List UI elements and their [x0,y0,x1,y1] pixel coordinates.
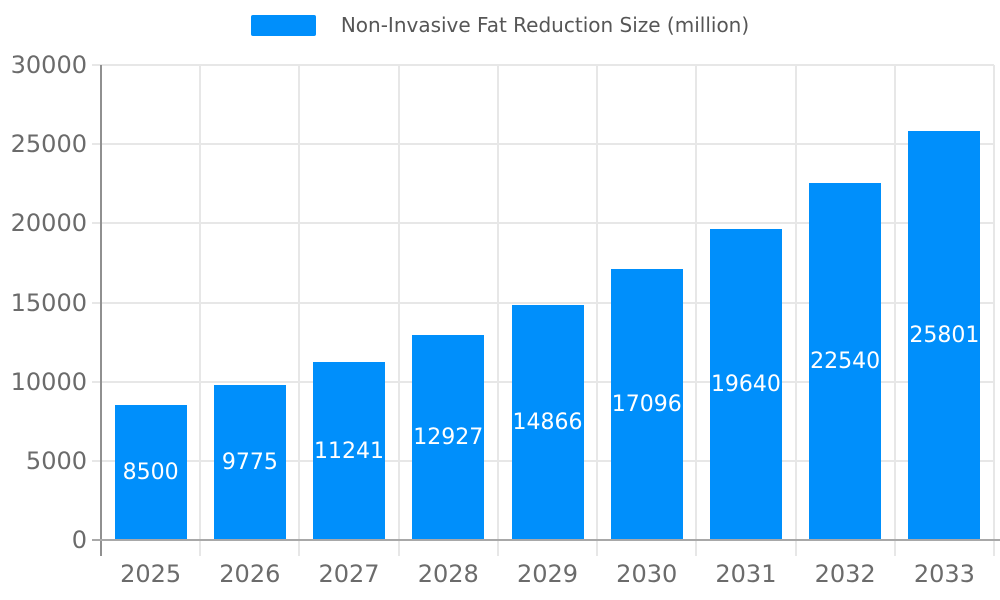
bar-2028[interactable]: 12927 [412,335,485,540]
bar-value-label: 9775 [221,450,278,476]
y-axis-tick-label: 25000 [10,130,87,159]
bar-value-label: 14866 [512,409,583,435]
bar-value-label: 19640 [710,372,781,398]
bar-2033[interactable]: 25801 [908,131,981,540]
gridline-vertical [298,65,301,556]
x-axis-tick-label: 2032 [814,560,876,588]
bar-2026[interactable]: 9775 [213,385,286,540]
gridline-horizontal [92,301,994,304]
y-axis-tick-label: 15000 [10,288,87,317]
gridline-horizontal [92,143,994,146]
bar-2029[interactable]: 14866 [511,304,584,540]
y-axis-tick-label: 30000 [10,51,87,79]
x-axis-tick-label: 2030 [616,560,678,588]
bar-value-label: 8500 [122,460,179,486]
legend-label: Non-Invasive Fat Reduction Size (million… [340,13,750,37]
bar-value-label: 11241 [314,438,385,464]
bar-value-label: 22540 [810,349,881,375]
gridline-horizontal [92,64,994,66]
bar-2031[interactable]: 19640 [709,229,782,540]
x-axis-tick-label: 2031 [715,560,777,588]
y-axis-tick-label: 0 [71,526,87,554]
plot-area: 0 5000 10000 15000 20000 25000 30000 8500 2025 97… [11,51,1000,588]
bar-2025[interactable]: 8500 [114,405,187,540]
legend-item[interactable]: Non-Invasive Fat Reduction Size (million… [0,0,1000,50]
bar-value-label: 17096 [611,392,682,418]
x-axis-tick-label: 2027 [318,560,380,588]
gridline-vertical [893,65,896,556]
x-axis-tick-label: 2026 [219,560,281,588]
gridline-vertical [496,65,499,556]
gridline-vertical [794,65,797,556]
y-axis-tick-label: 10000 [10,367,87,396]
bar-value-label: 12927 [413,425,484,451]
x-axis-tick-label: 2029 [516,560,579,588]
gridline-horizontal [92,222,994,225]
x-axis-tick-label: 2033 [913,560,975,588]
bar-2027[interactable]: 11241 [313,362,386,540]
x-axis-tick-label: 2028 [417,560,479,588]
y-axis-tick-label: 5000 [25,446,87,475]
bar-2032[interactable]: 22540 [809,183,882,540]
gridline-vertical [993,65,995,556]
gridline-vertical [397,65,400,556]
x-axis-line [92,539,1000,541]
x-axis-tick-label: 2025 [120,560,182,588]
gridline-vertical [695,65,698,556]
legend-swatch-icon [250,14,316,36]
y-axis-tick-label: 20000 [10,209,87,238]
gridline-vertical [596,65,599,556]
bar-value-label: 25801 [909,323,980,349]
gridline-vertical [199,65,202,556]
bar-2030[interactable]: 17096 [610,269,683,540]
y-axis-line [100,65,102,556]
